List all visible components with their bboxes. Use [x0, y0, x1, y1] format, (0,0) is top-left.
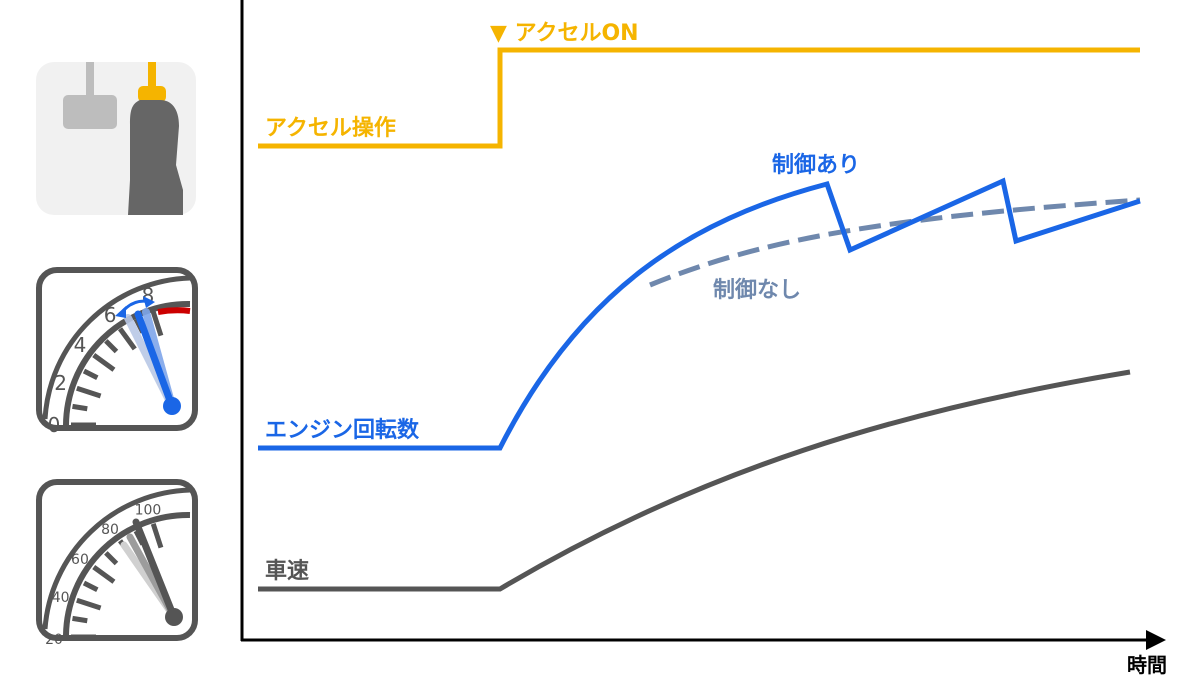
series-speed-line: [258, 369, 1131, 592]
series-rpm-no-control-line: [649, 197, 1141, 288]
gauge-minor-tick: [104, 551, 119, 566]
tachometer-tick-label: 6: [104, 303, 117, 327]
oscillation-arrow-icon: [115, 296, 155, 318]
accelerator-pedal-icon: [36, 62, 196, 215]
series-accel-line: [258, 47, 1140, 149]
gauge-minor-tick: [72, 403, 88, 412]
chart-axes: 時間: [240, 0, 1167, 677]
series-label-rpm: エンジン回転数: [265, 417, 420, 443]
speedometer-tick-label: 60: [71, 552, 89, 568]
gauge-major-tick: [76, 597, 102, 611]
gauge-major-tick: [76, 385, 102, 399]
speedometer-tick-label: 20: [45, 632, 63, 648]
gauge-major-tick: [118, 327, 137, 351]
speedometer-tick-label: 80: [101, 522, 119, 538]
tachometer-ticks: [71, 311, 164, 428]
gauge-major-tick: [150, 311, 164, 337]
x-axis-label: 時間: [1127, 653, 1167, 675]
series-label-accel: アクセル操作: [265, 116, 396, 141]
gauge-minor-tick: [72, 615, 88, 624]
tachometer-tick-label: 4: [74, 333, 87, 357]
accel-on-marker: ▼ アクセルON: [490, 21, 639, 46]
gauge-minor-tick: [104, 339, 119, 354]
series-rpm-control-line: [258, 177, 1141, 451]
gauge-major-tick: [92, 353, 116, 372]
gauge-minor-tick: [82, 580, 99, 593]
gauge-major-tick: [92, 565, 116, 584]
x-axis-arrow-icon: [1146, 630, 1166, 650]
gauge-minor-tick: [82, 368, 99, 381]
speedometer-icon: 20 40 60 80 100: [36, 479, 198, 648]
label-control-off: 制御なし: [713, 277, 801, 303]
label-control-on: 制御あり: [772, 152, 860, 178]
speedometer-tick-label: 100: [135, 503, 162, 519]
tachometer-tick-label: 2: [54, 371, 67, 395]
speedometer-tick-label: 40: [52, 590, 70, 606]
gauge-major-tick: [150, 523, 164, 549]
tachometer-tick-label: 0: [48, 413, 61, 437]
series-label-speed: 車速: [265, 558, 309, 584]
